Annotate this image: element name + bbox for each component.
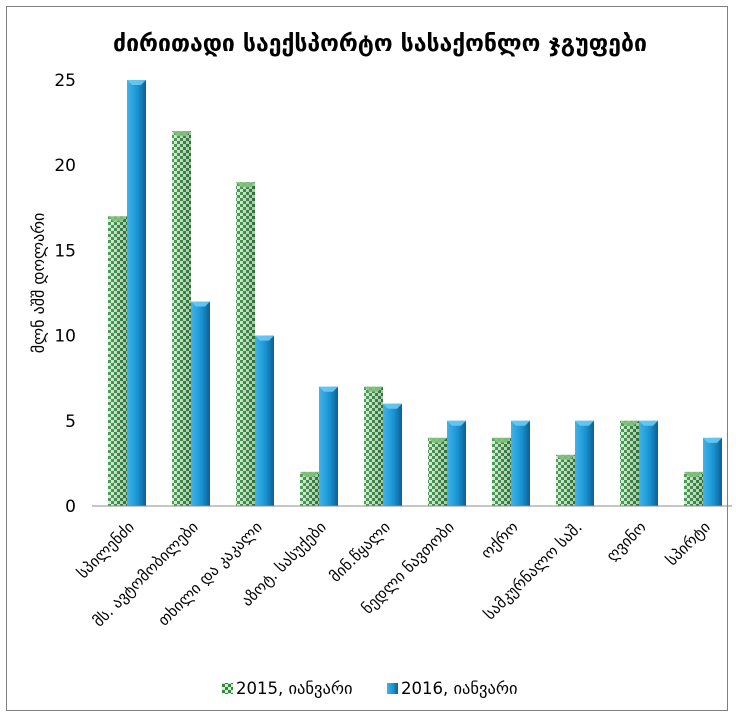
bar-2015-7 — [492, 437, 511, 506]
legend-swatch-2015 — [222, 683, 233, 694]
bar-2016-7 — [511, 420, 530, 506]
y-tick-label: 10 — [54, 327, 76, 347]
y-axis-ticks: 0 5 10 15 20 25 — [54, 71, 76, 517]
legend-label-2015: 2015, იანვარი — [236, 679, 353, 698]
bar-2016-8 — [575, 420, 594, 506]
x-category-label: სპირტი — [663, 518, 714, 569]
y-tick-label: 25 — [54, 71, 76, 91]
x-category-label: ოქრო — [478, 518, 522, 562]
y-axis-label: მლნ აშშ დოლარი — [29, 213, 48, 353]
x-category-label: მს. ავტომობილები — [89, 518, 201, 630]
bar-2015-2 — [172, 131, 191, 506]
legend-swatch-2016 — [387, 683, 398, 694]
x-category-label: ღვინო — [603, 518, 650, 565]
bar-2015-10 — [684, 471, 703, 506]
bar-2016-2 — [191, 301, 210, 506]
bar-2015-8 — [556, 454, 575, 506]
bar-2016-4 — [319, 386, 338, 506]
chart-title: ძირითადი საექსპორტო სასაქონლო ჯგუფები — [113, 31, 647, 57]
bars — [108, 80, 722, 507]
bar-2016-1 — [127, 80, 146, 506]
bar-2016-3 — [255, 335, 274, 506]
bar-2015-4 — [300, 471, 319, 506]
bar-2016-9 — [639, 420, 658, 506]
legend: 2015, იანვარი 2016, იანვარი — [222, 679, 518, 698]
bar-2015-5 — [364, 386, 383, 506]
bar-2015-1 — [108, 216, 127, 506]
legend-label-2016: 2016, იანვარი — [401, 679, 518, 698]
bar-2015-3 — [236, 182, 255, 507]
y-tick-label: 0 — [65, 497, 76, 517]
bar-2016-6 — [447, 420, 466, 506]
x-category-label: სპილენძი — [74, 518, 138, 582]
bar-2015-6 — [428, 437, 447, 506]
y-tick-label: 5 — [65, 412, 76, 432]
bar-2016-10 — [703, 437, 722, 506]
bar-2016-5 — [383, 403, 402, 506]
y-tick-label: 15 — [54, 241, 76, 261]
bar-2015-9 — [620, 420, 639, 506]
x-category-label: მინ.წყალი — [326, 518, 394, 586]
y-tick-label: 20 — [54, 156, 76, 176]
